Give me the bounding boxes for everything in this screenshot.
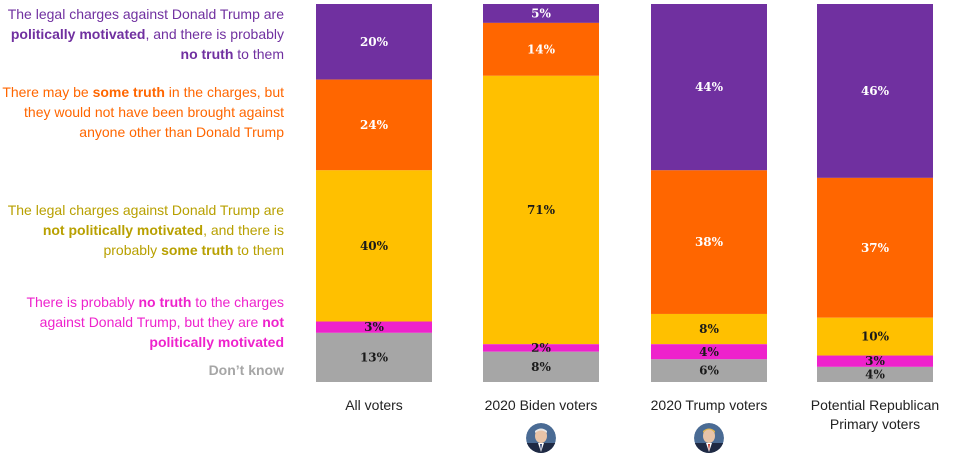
bar-segment-dont_know-1 [483,351,599,382]
trump-photo-icon [694,423,724,453]
bar-segment-some_truth_only_trump-2 [651,170,767,314]
bar-segment-not_political_some_truth-1 [483,75,599,345]
legend-text-part: some truth [92,84,165,100]
data-label-political_no_truth-0: 20% [360,35,389,49]
legend-item-no_truth_not_political: There is probably no truth to the charge… [0,292,284,352]
bar-segment-political_no_truth-2 [651,4,767,171]
category-label-0: All voters [345,397,403,413]
legend-text-part: , and there is probably [145,26,284,42]
bar-segment-no_truth_not_political-1 [483,344,599,352]
legend-text-part: There may be [2,84,93,100]
data-label-not_political_some_truth-3: 10% [861,330,890,344]
data-label-dont_know-3: 4% [865,367,885,381]
bar-segment-not_political_some_truth-3 [817,317,933,356]
data-label-not_political_some_truth-0: 40% [360,239,389,253]
category-label-3-line-0: Potential Republican [811,397,939,413]
legend-text-part: not politically motivated [42,222,204,238]
bar-segment-dont_know-0 [316,332,432,382]
legend-item-dont_know: Don’t know [0,360,284,380]
legend-text-part: The legal charges against Donald Trump a… [7,6,284,22]
category-label-1: 2020 Biden voters [485,397,598,413]
data-label-political_no_truth-3: 46% [861,84,890,98]
data-label-no_truth_not_political-1: 2% [531,341,551,355]
data-label-some_truth_only_trump-3: 37% [861,241,890,255]
bar-segment-some_truth_only_trump-3 [817,177,933,318]
legend-item-not_political_some_truth: The legal charges against Donald Trump a… [0,200,284,260]
legend-text-part: in the charges, but they would not have … [24,84,284,140]
category-label-3-line-1: Primary voters [830,416,920,432]
data-label-no_truth_not_political-2: 4% [699,345,719,359]
legend-text-part: There is probably [26,294,139,310]
data-label-some_truth_only_trump-0: 24% [360,118,389,132]
legend: The legal charges against Donald Trump a… [0,0,284,455]
bar-segment-political_no_truth-0 [316,4,432,80]
bar-segment-dont_know-2 [651,359,767,382]
data-label-political_no_truth-2: 44% [695,80,724,94]
legend-text-part: to them [233,242,284,258]
data-label-some_truth_only_trump-1: 14% [527,42,556,56]
legend-text-part: no truth [180,46,234,62]
bar-segment-political_no_truth-1 [483,4,599,23]
legend-text-part: no truth [138,294,192,310]
legend-text-part: , and there is probably [103,222,284,258]
biden-photo-icon [526,423,556,453]
legend-text-part: Don’t know [208,362,284,378]
legend-item-some_truth_only_trump: There may be some truth in the charges, … [0,82,284,142]
data-label-not_political_some_truth-1: 71% [527,203,556,217]
bar-segment-dont_know-3 [817,366,933,382]
legend-text-part: some truth [161,242,234,258]
data-label-dont_know-1: 8% [531,360,551,374]
legend-text-part: politically motivated [10,26,146,42]
legend-text-part: to the charges against Donald Trump, but… [39,294,284,330]
data-label-dont_know-0: 13% [360,350,389,364]
bar-segment-not_political_some_truth-0 [316,170,432,322]
bar-segment-some_truth_only_trump-0 [316,79,432,171]
data-label-no_truth_not_political-0: 3% [364,320,384,334]
category-label-2: 2020 Trump voters [651,397,768,413]
bar-segment-political_no_truth-3 [817,4,933,178]
data-label-not_political_some_truth-2: 8% [699,322,719,336]
bar-segment-no_truth_not_political-2 [651,344,767,360]
data-label-some_truth_only_trump-2: 38% [695,235,724,249]
legend-item-political_no_truth: The legal charges against Donald Trump a… [0,4,284,64]
bar-segment-no_truth_not_political-3 [817,355,933,367]
legend-text-part: not politically motivated [149,314,284,350]
bar-segment-some_truth_only_trump-1 [483,22,599,76]
legend-text-part: to them [233,46,284,62]
data-label-political_no_truth-1: 5% [531,6,551,20]
bar-segment-no_truth_not_political-0 [316,321,432,333]
data-label-no_truth_not_political-3: 3% [865,354,885,368]
data-label-dont_know-2: 6% [699,364,719,378]
legend-text-part: The legal charges against Donald Trump a… [7,202,284,218]
bar-segment-not_political_some_truth-2 [651,313,767,345]
